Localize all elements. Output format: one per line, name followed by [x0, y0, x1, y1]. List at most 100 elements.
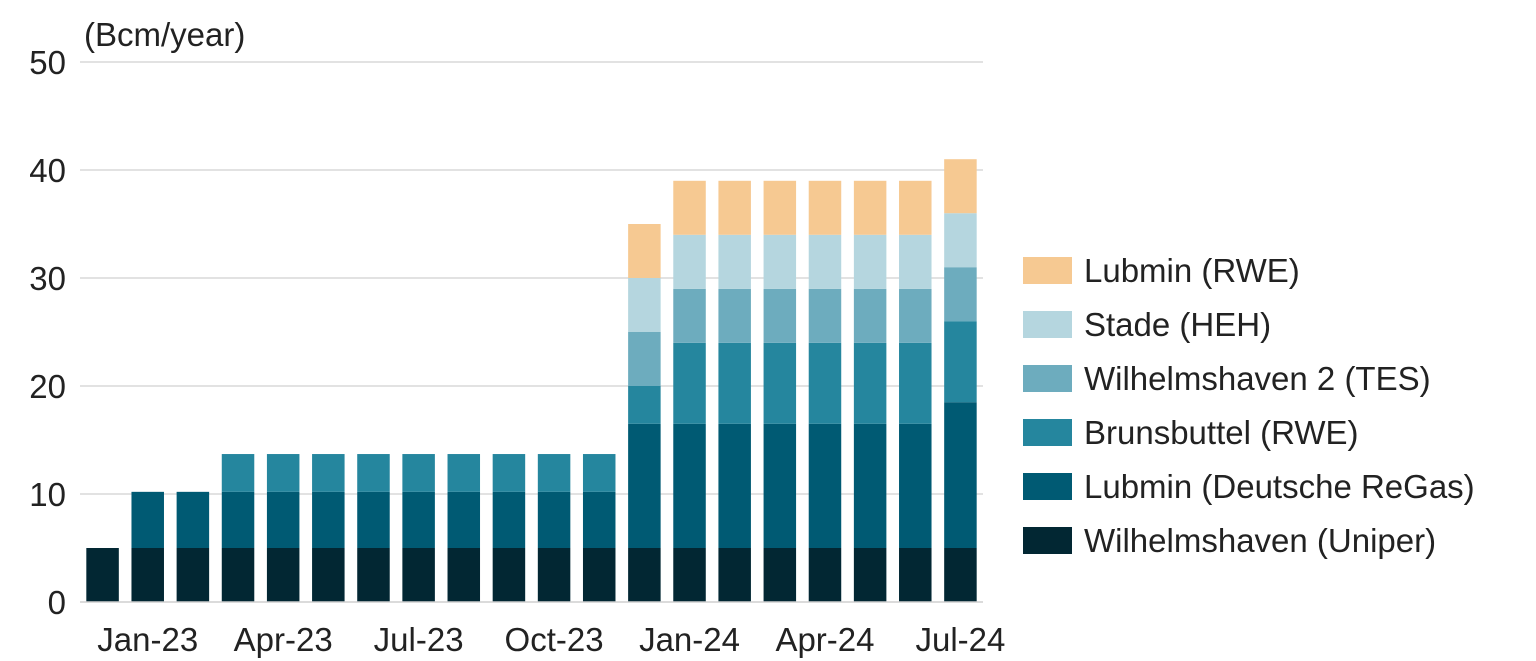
- bar-segment-brunsbuttel-rwe-may-24: [853, 342, 887, 424]
- legend-label: Lubmin (RWE): [1084, 252, 1300, 289]
- bar-segment-wilhelmshaven-2-tes-jul-24: [944, 267, 977, 322]
- axis-layer: 0 10 20 30 40 50 Jan-23 Apr-23 Jul-23 Oct-23 Jan-2…: [29, 44, 1005, 658]
- legend-swatch: [1023, 311, 1072, 338]
- y-tick-label: 0: [48, 584, 66, 621]
- bar-segment-brunsbuttel-rwe-jan-24: [673, 342, 706, 424]
- legend-swatch: [1023, 419, 1072, 446]
- bar-segment-lubmin-rwe-jul-24: [944, 159, 977, 214]
- bar-segment-stade-heh-jun-24: [899, 234, 932, 289]
- bar-segment-lubmin-rwe-feb-24: [718, 180, 751, 235]
- bar-segment-lubmin-rwe-dec-23: [628, 224, 661, 278]
- bar-segment-brunsbuttel-rwe-feb-24: [718, 342, 751, 424]
- bar-segment-stade-heh-jul-24: [944, 213, 977, 268]
- bar-segment-wilhelmshaven-uniper-apr-24: [808, 548, 842, 602]
- bar-segment-brunsbuttel-rwe-mar-24: [763, 342, 797, 424]
- bar-segment-lubmin-deutsche-regas-dec-23: [628, 423, 661, 548]
- bar-segment-wilhelmshaven-2-tes-may-24: [853, 288, 887, 343]
- bar-segment-lubmin-deutsche-regas-oct-23: [537, 491, 571, 548]
- bar-segment-stade-heh-apr-24: [808, 234, 842, 289]
- bar-segment-wilhelmshaven-uniper-feb-24: [718, 548, 751, 602]
- bar-segment-wilhelmshaven-uniper-feb-23: [176, 548, 210, 602]
- bar-segment-wilhelmshaven-uniper-jan-24: [673, 548, 706, 602]
- bar-segment-brunsbuttel-rwe-apr-24: [808, 342, 842, 424]
- bar-segment-brunsbuttel-rwe-aug-23: [447, 454, 481, 492]
- bar-segment-lubmin-deutsche-regas-jul-24: [944, 402, 977, 548]
- bar-segment-wilhelmshaven-uniper-mar-23: [221, 548, 255, 602]
- bar-segment-wilhelmshaven-uniper-may-23: [312, 548, 345, 602]
- x-tick-label: Jul-23: [374, 621, 464, 658]
- x-tick-label: Jan-24: [639, 621, 740, 658]
- bar-segment-wilhelmshaven-uniper-aug-23: [447, 548, 481, 602]
- bar-segment-brunsbuttel-rwe-nov-23: [582, 454, 616, 492]
- bar-segment-lubmin-deutsche-regas-jun-24: [899, 423, 932, 548]
- x-tick-label: Apr-24: [775, 621, 874, 658]
- x-tick-label: Oct-23: [505, 621, 604, 658]
- legend-swatch: [1023, 527, 1072, 554]
- x-tick-label: Jul-24: [915, 621, 1005, 658]
- bar-segment-stade-heh-may-24: [853, 234, 887, 289]
- bar-segment-wilhelmshaven-2-tes-dec-23: [628, 332, 661, 386]
- bar-segment-lubmin-deutsche-regas-mar-24: [763, 423, 797, 548]
- bar-segment-stade-heh-jan-24: [673, 234, 706, 289]
- bar-segment-lubmin-deutsche-regas-jan-24: [673, 423, 706, 548]
- bar-segment-wilhelmshaven-uniper-mar-24: [763, 548, 797, 602]
- bar-segment-lubmin-rwe-jun-24: [899, 180, 932, 235]
- bar-segment-lubmin-deutsche-regas-aug-23: [447, 491, 481, 548]
- bar-segment-lubmin-deutsche-regas-may-23: [312, 491, 345, 548]
- bar-segment-lubmin-deutsche-regas-jan-23: [131, 491, 164, 548]
- bar-segment-lubmin-deutsche-regas-nov-23: [582, 491, 616, 548]
- bar-segment-lubmin-rwe-may-24: [853, 180, 887, 235]
- bar-segment-lubmin-rwe-mar-24: [763, 180, 797, 235]
- bar-segment-brunsbuttel-rwe-jul-23: [402, 454, 435, 492]
- y-tick-label: 10: [29, 476, 66, 513]
- bar-segment-brunsbuttel-rwe-jul-24: [944, 321, 977, 403]
- bar-segment-wilhelmshaven-uniper-may-24: [853, 548, 887, 602]
- bar-segment-wilhelmshaven-uniper-jun-23: [357, 548, 390, 602]
- legend-swatch: [1023, 257, 1072, 284]
- x-tick-label: Jan-23: [97, 621, 198, 658]
- legend-swatch: [1023, 473, 1072, 500]
- bar-segment-lubmin-deutsche-regas-jun-23: [357, 491, 390, 548]
- bar-segment-lubmin-deutsche-regas-feb-23: [176, 491, 210, 548]
- legend-label: Lubmin (Deutsche ReGas): [1084, 468, 1475, 505]
- y-tick-label: 40: [29, 152, 66, 189]
- bar-segment-brunsbuttel-rwe-jun-24: [899, 342, 932, 424]
- bar-segment-lubmin-deutsche-regas-apr-24: [808, 423, 842, 548]
- bar-segment-lubmin-deutsche-regas-jul-23: [402, 491, 435, 548]
- bar-segment-wilhelmshaven-uniper-dec-23: [628, 548, 661, 602]
- bar-segment-wilhelmshaven-uniper-jul-23: [402, 548, 435, 602]
- bar-segment-wilhelmshaven-uniper-jan-23: [131, 548, 164, 602]
- bar-segment-wilhelmshaven-uniper-sep-23: [492, 548, 526, 602]
- bar-segment-brunsbuttel-rwe-may-23: [312, 454, 345, 492]
- bar-segment-brunsbuttel-rwe-mar-23: [221, 454, 255, 492]
- bar-segment-lubmin-deutsche-regas-apr-23: [266, 491, 300, 548]
- bar-segment-wilhelmshaven-uniper-nov-23: [582, 548, 616, 602]
- legend-label: Wilhelmshaven 2 (TES): [1084, 360, 1431, 397]
- legend-label: Wilhelmshaven (Uniper): [1084, 522, 1436, 559]
- bar-layer: [86, 159, 977, 602]
- bar-segment-brunsbuttel-rwe-oct-23: [537, 454, 571, 492]
- bar-segment-lubmin-rwe-jan-24: [673, 180, 706, 235]
- bar-segment-wilhelmshaven-uniper-apr-23: [266, 548, 300, 602]
- bar-segment-lubmin-rwe-apr-24: [808, 180, 842, 235]
- bar-segment-wilhelmshaven-2-tes-apr-24: [808, 288, 842, 343]
- legend: Lubmin (RWE) Stade (HEH) Wilhelmshaven 2 (…: [1023, 252, 1475, 559]
- bar-segment-wilhelmshaven-2-tes-feb-24: [718, 288, 751, 343]
- x-tick-label: Apr-23: [234, 621, 333, 658]
- bar-segment-lubmin-deutsche-regas-may-24: [853, 423, 887, 548]
- bar-segment-brunsbuttel-rwe-apr-23: [266, 454, 300, 492]
- bar-segment-brunsbuttel-rwe-dec-23: [628, 386, 661, 424]
- bar-segment-stade-heh-dec-23: [628, 278, 661, 332]
- y-tick-label: 20: [29, 368, 66, 405]
- bar-segment-stade-heh-mar-24: [763, 234, 797, 289]
- bar-segment-brunsbuttel-rwe-jun-23: [357, 454, 390, 492]
- bar-segment-wilhelmshaven-2-tes-jan-24: [673, 288, 706, 343]
- y-axis-label: (Bcm/year): [84, 16, 245, 53]
- legend-label: Stade (HEH): [1084, 306, 1271, 343]
- bar-segment-wilhelmshaven-uniper-jun-24: [899, 548, 932, 602]
- bar-segment-wilhelmshaven-2-tes-jun-24: [899, 288, 932, 343]
- bar-segment-brunsbuttel-rwe-sep-23: [492, 454, 526, 492]
- bar-segment-wilhelmshaven-uniper-dec-22: [86, 548, 119, 602]
